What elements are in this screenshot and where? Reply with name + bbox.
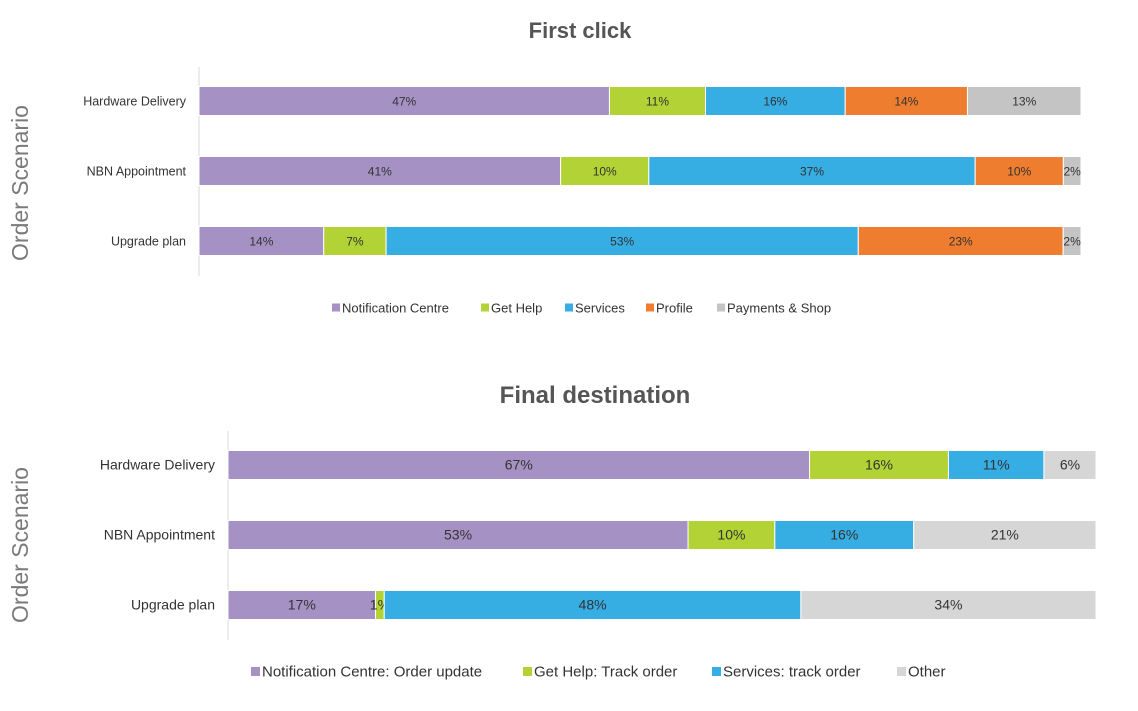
chart1-data-label-nbn-appointment-get-help: 10% [593,165,617,179]
chart2-legend-label-notification-centre-order-update: Notification Centre: Order update [262,664,482,681]
chart1-data-label-hardware-delivery-services: 16% [763,95,787,109]
chart2-category-label-hardware-delivery: Hardware Delivery [100,457,215,473]
chart2-legend-label-services-track-order: Services: track order [723,664,861,681]
chart2-bar-nbn-appointment-services-track-order [774,520,915,550]
chart1-data-label-hardware-delivery-notification-centre: 47% [392,95,416,109]
chart2-bar-hardware-delivery-services-track-order [947,450,1045,480]
chart1-legend-label-services: Services [575,301,625,316]
chart1-data-label-upgrade-plan-get-help: 7% [346,235,364,249]
chart1-bar-upgrade-plan-get-help [323,226,387,256]
chart2-data-label-nbn-appointment-services-track-order: 16% [830,527,858,543]
chart1-data-label-upgrade-plan-payments-shop: 2% [1063,235,1081,249]
chart2-legend-swatch-services-track-order [712,667,721,676]
chart1-data-label-hardware-delivery-profile: 14% [894,95,918,109]
chart1-plot: Hardware Delivery 47% 11% 16% 14% 13% NBN Appo… [83,67,1082,276]
chart1-bar-nbn-appointment-payments-shop [1062,156,1082,186]
chart1-legend-label-notification-centre: Notification Centre [342,301,449,316]
chart1-bar-hardware-delivery-get-help [608,86,706,116]
chart2-data-label-hardware-delivery-notification-centre-order-update: 67% [505,457,533,473]
chart2-y-axis-label: Order Scenario [7,467,33,623]
chart1-bar-hardware-delivery-services [704,86,846,116]
chart2-bar-hardware-delivery-notification-centre-order-update [227,450,811,480]
chart2-title: Final destination [500,382,691,409]
chart2-data-label-upgrade-plan-other: 34% [934,597,962,613]
chart2-category-label-nbn-appointment: NBN Appointment [104,527,215,543]
chart1-legend-label-profile: Profile [656,301,693,316]
chart2-data-label-nbn-appointment-other: 21% [991,527,1019,543]
chart1-legend-swatch-payments-shop [717,303,725,312]
chart1-data-label-upgrade-plan-services: 53% [610,235,634,249]
chart1-category-label-hardware-delivery: Hardware Delivery [83,95,187,109]
chart1-legend-swatch-notification-centre [332,303,340,312]
chart2-bar-upgrade-plan-notification-centre-order-update [227,590,377,620]
chart1-bar-hardware-delivery-payments-shop [966,86,1082,116]
chart1-data-label-hardware-delivery-payments-shop: 13% [1012,95,1036,109]
chart1-data-label-nbn-appointment-payments-shop: 2% [1064,165,1082,179]
chart2-legend-label-other: Other [908,664,946,681]
chart2-data-label-nbn-appointment-notification-centre-order-update: 53% [444,527,472,543]
chart1-bar-upgrade-plan-payments-shop [1062,226,1082,256]
chart1-legend-label-get-help: Get Help [491,301,542,316]
chart2-bar-upgrade-plan-services-track-order [383,590,802,620]
chart2-legend-swatch-notification-centre-order-update [251,667,260,676]
chart1-data-label-hardware-delivery-get-help: 11% [646,95,669,109]
chart2-legend: Notification Centre: Order update Get Hel… [251,664,946,681]
chart2-data-label-hardware-delivery-other: 6% [1060,457,1080,473]
chart2-plot: Hardware Delivery 67% 16% 11% 6% NBN Appointm… [100,431,1097,640]
chart1-bar-upgrade-plan-profile [857,226,1064,256]
chart1-legend-swatch-get-help [481,303,489,312]
chart2-bar-upgrade-plan-other [800,590,1097,620]
chart2-data-label-hardware-delivery-get-help-track-order: 16% [865,457,893,473]
chart1-bar-upgrade-plan-notification-centre [198,226,325,256]
chart1-bar-nbn-appointment-notification-centre [198,156,562,186]
chart1-category-label-upgrade-plan: Upgrade plan [111,235,186,249]
chart2-bar-nbn-appointment-notification-centre-order-update [227,520,689,550]
chart1-bar-nbn-appointment-profile [974,156,1064,186]
chart2-legend-swatch-other [897,667,906,676]
chart1-title: First click [529,18,632,43]
chart1-legend-swatch-profile [646,303,654,312]
chart2-data-label-hardware-delivery-services-track-order: 11% [983,457,1010,473]
chart2-legend-swatch-get-help-track-order [523,667,532,676]
chart2-bar-nbn-appointment-get-help-track-order [687,520,776,550]
chart2-category-label-upgrade-plan: Upgrade plan [131,597,215,613]
chart2-data-label-upgrade-plan-services-track-order: 48% [579,597,607,613]
chart2-bar-hardware-delivery-other [1043,450,1097,480]
chart1-data-label-nbn-appointment-profile: 10% [1007,165,1031,179]
chart1-category-label-nbn-appointment: NBN Appointment [87,165,187,179]
chart1-legend-swatch-services [565,303,573,312]
chart2-bar-hardware-delivery-get-help-track-order [809,450,949,480]
chart1-data-label-nbn-appointment-services: 37% [800,165,824,179]
chart1-legend: Notification Centre Get Help Services Profi… [332,301,831,316]
chart1-y-axis-label: Order Scenario [7,105,33,261]
chart1-legend-label-payments-shop: Payments & Shop [727,301,831,316]
chart1-data-label-upgrade-plan-profile: 23% [949,235,973,249]
chart1-data-label-nbn-appointment-notification-centre: 41% [368,165,392,179]
chart1-bar-upgrade-plan-services [385,226,859,256]
chart2-bar-nbn-appointment-other [913,520,1097,550]
chart2-data-label-nbn-appointment-get-help-track-order: 10% [717,527,745,543]
chart2-data-label-upgrade-plan-notification-centre-order-update: 17% [288,597,316,613]
chart1-data-label-upgrade-plan-notification-centre: 14% [249,235,273,249]
chart2-legend-label-get-help-track-order: Get Help: Track order [534,664,677,681]
